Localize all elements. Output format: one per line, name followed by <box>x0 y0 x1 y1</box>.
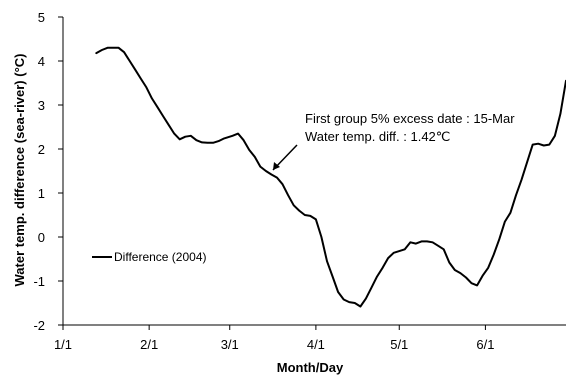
legend-label: Difference (2004) <box>114 250 207 264</box>
series-line-difference-2004 <box>95 46 566 308</box>
legend: Difference (2004) <box>92 250 207 264</box>
x-tick-label: 1/1 <box>54 337 72 352</box>
y-tick-label: 1 <box>38 186 45 201</box>
y-tick-label: 3 <box>38 98 45 113</box>
x-tick-label: 4/1 <box>307 337 325 352</box>
y-tick-label: 4 <box>38 54 45 69</box>
x-tick-label: 3/1 <box>221 337 239 352</box>
x-tick-label: 2/1 <box>140 337 158 352</box>
y-axis-title: Water temp. difference (sea-river) (°C) <box>12 54 27 287</box>
y-tick-label: -2 <box>33 318 45 333</box>
x-tick-label: 5/1 <box>390 337 408 352</box>
y-tick-label: 0 <box>38 230 45 245</box>
y-tick-label: -1 <box>33 274 45 289</box>
annotation-line2: Water temp. diff. : 1.42℃ <box>305 129 450 144</box>
x-axis-ticks: 1/1 2/1 3/1 4/1 5/1 6/1 <box>54 325 494 352</box>
axes <box>62 17 566 326</box>
y-tick-label: 2 <box>38 142 45 157</box>
annotation-line1: First group 5% excess date : 15-Mar <box>305 111 515 126</box>
annotation: First group 5% excess date : 15-Mar Wate… <box>272 111 515 171</box>
x-tick-label: 6/1 <box>476 337 494 352</box>
x-axis-title: Month/Day <box>277 360 344 375</box>
y-tick-label: 5 <box>38 10 45 25</box>
y-axis-ticks: 5 4 3 2 1 0 -1 -2 <box>33 10 63 333</box>
annotation-arrowhead <box>273 162 280 170</box>
